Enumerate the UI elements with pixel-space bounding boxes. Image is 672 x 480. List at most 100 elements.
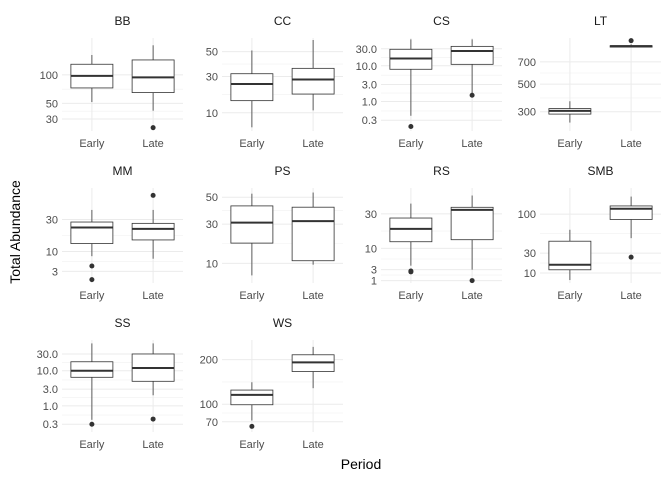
y-tick-label: 3	[371, 265, 377, 277]
box-early	[230, 50, 274, 128]
box-early	[548, 229, 592, 281]
box-late	[291, 39, 335, 111]
outlier-point	[408, 269, 414, 275]
y-tick-label: 10	[206, 258, 218, 270]
iqr-box	[70, 221, 114, 244]
y-tick-label: 30.0	[37, 349, 58, 361]
iqr-box	[131, 59, 175, 93]
box-late	[131, 343, 175, 422]
iqr-box	[389, 217, 433, 243]
x-tick-label: Late	[302, 290, 323, 302]
x-tick-label: Late	[142, 138, 163, 150]
outlier-point	[150, 125, 156, 131]
y-tick-label: 10	[524, 268, 536, 280]
iqr-box	[230, 205, 274, 244]
panel-rs: RS 13 10 30 Early Late	[365, 164, 502, 302]
iqr-box	[230, 389, 274, 406]
y-tick-label: 200	[200, 355, 218, 367]
x-tick-label: Late	[302, 138, 323, 150]
box-late	[609, 196, 653, 260]
panel-ss: SS 0.3 1.0 3.0 10.0 30.0 Early Late	[37, 316, 183, 451]
y-tick-label: 30	[524, 248, 536, 260]
panel-title: LT	[594, 14, 608, 28]
box-early	[389, 39, 433, 130]
y-tick-label: 30	[365, 209, 377, 221]
box-late	[450, 39, 494, 98]
box-early	[230, 382, 274, 429]
x-tick-label: Early	[557, 138, 583, 150]
x-tick-label: Late	[620, 290, 641, 302]
y-tick-label: 50	[206, 192, 218, 204]
x-tick-label: Early	[398, 290, 424, 302]
box-early	[70, 343, 114, 427]
y-tick-label: 300	[518, 107, 536, 119]
outlier-point	[628, 38, 634, 44]
panel-title: SMB	[587, 164, 613, 178]
x-tick-label: Late	[461, 290, 482, 302]
y-tick-label: 50	[206, 47, 218, 59]
iqr-box	[291, 67, 335, 95]
y-tick-label: 30	[206, 72, 218, 84]
y-tick-label: 10.0	[37, 366, 58, 378]
x-tick-label: Late	[142, 290, 163, 302]
y-tick-label: 100	[40, 70, 58, 82]
y-tick-label: 3.0	[362, 80, 377, 92]
x-tick-label: Early	[79, 138, 105, 150]
outlier-point	[150, 416, 156, 422]
x-tick-label: Early	[79, 290, 105, 302]
panel-bb: BB 30 50 100 Early Late	[40, 14, 183, 150]
y-axis-title: Total Abundance	[7, 180, 23, 284]
panel-title: SS	[114, 316, 130, 330]
box-late	[609, 38, 653, 48]
y-tick-label: 100	[518, 209, 536, 221]
y-tick-label: 70	[206, 417, 218, 429]
iqr-box	[230, 73, 274, 102]
iqr-box	[70, 361, 114, 378]
y-tick-label: 30.0	[356, 44, 377, 56]
x-tick-label: Early	[557, 290, 583, 302]
y-tick-label: 30	[46, 114, 58, 126]
outlier-point	[89, 277, 95, 283]
y-tick-label: 700	[518, 57, 536, 69]
box-late	[291, 346, 335, 389]
y-tick-label: 0.3	[43, 419, 58, 431]
panel-lt: LT 300 500 700 Early Late	[518, 14, 661, 150]
y-tick-label: 50	[46, 98, 58, 110]
iqr-box	[131, 222, 175, 241]
outlier-point	[628, 254, 634, 260]
y-tick-label: 10	[365, 243, 377, 255]
box-late	[450, 195, 494, 284]
x-tick-label: Early	[79, 439, 105, 451]
y-tick-label: 1.0	[362, 97, 377, 109]
y-tick-label: 500	[518, 79, 536, 91]
panel-title: CC	[274, 14, 292, 28]
facet-panels: BB 30 50 100 Early Late CC 10 30 50 Early Late CS 0.3…	[37, 14, 661, 451]
iqr-box	[291, 206, 335, 262]
box-late	[131, 45, 175, 131]
outlier-point	[408, 124, 414, 130]
iqr-box	[450, 45, 494, 65]
panel-ps: PS 10 30 50 Early Late	[206, 164, 343, 302]
panel-title: MM	[113, 164, 133, 178]
box-late	[131, 192, 175, 259]
x-tick-label: Late	[142, 439, 163, 451]
y-tick-label: 10	[46, 247, 58, 259]
y-tick-label: 1	[371, 276, 377, 288]
x-tick-label: Late	[620, 138, 641, 150]
outlier-point	[150, 192, 156, 198]
panel-title: WS	[273, 316, 292, 330]
x-tick-label: Late	[302, 439, 323, 451]
y-tick-label: 3.0	[43, 384, 58, 396]
box-early	[389, 203, 433, 275]
panel-title: BB	[114, 14, 130, 28]
y-tick-label: 30	[46, 214, 58, 226]
x-tick-label: Early	[398, 138, 424, 150]
outlier-point	[469, 92, 475, 98]
y-tick-label: 10	[206, 108, 218, 120]
outlier-point	[89, 421, 95, 427]
panel-ws: WS 70 100 200 Early Late	[200, 316, 343, 451]
x-axis-title: Period	[341, 456, 381, 472]
panel-cc: CC 10 30 50 Early Late	[206, 14, 343, 150]
box-early	[230, 193, 274, 276]
